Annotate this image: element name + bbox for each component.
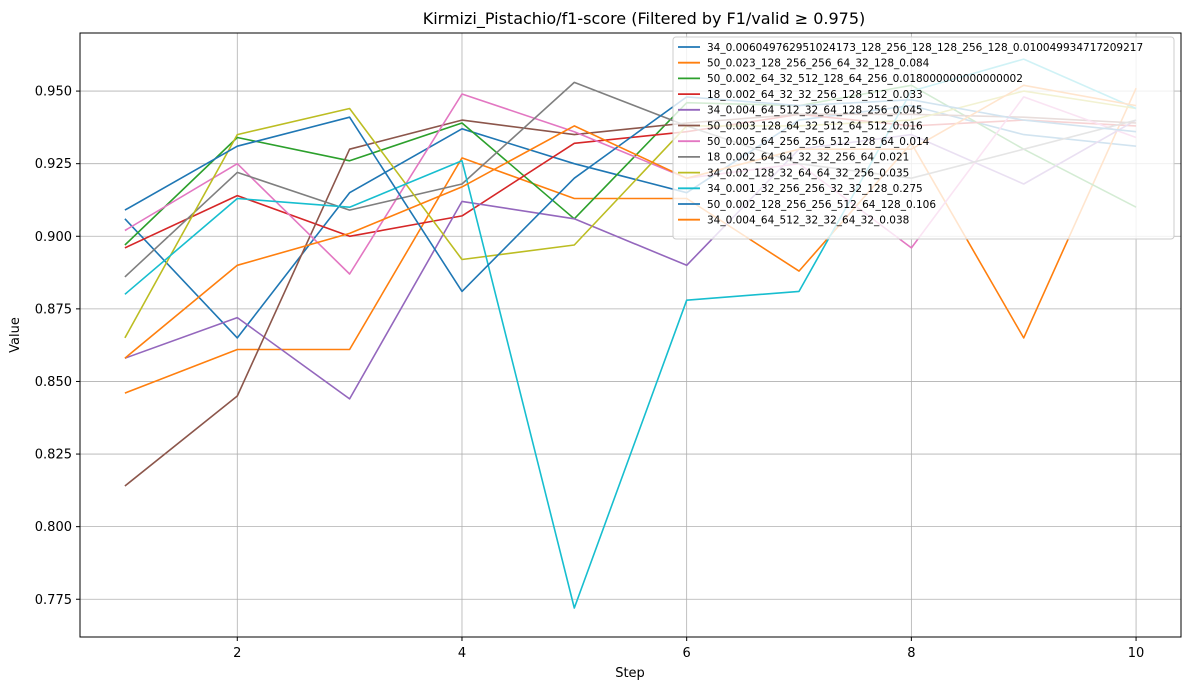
legend-entry: 18_0.002_64_64_32_32_256_64_0.021 [707, 152, 909, 164]
legend-entry: 50_0.003_128_64_32_512_64_512_0.016 [707, 120, 923, 132]
y-tick-label: 0.850 [35, 375, 72, 390]
legend-entry: 18_0.002_64_32_32_256_128_512_0.033 [707, 89, 923, 101]
x-axis-ticks: 2 4 6 8 10 [233, 637, 1144, 661]
series-line-2 [124, 87, 1137, 394]
x-tick-label: 2 [233, 646, 241, 661]
legend: 34_0.006049762951024173_128_256_128_128_… [672, 36, 1175, 240]
legend-entry: 34_0.004_64_512_32_32_64_32_0.038 [707, 215, 909, 227]
legend-entry: 34_0.001_32_256_256_32_32_128_0.275 [707, 183, 923, 195]
y-tick-label: 0.950 [35, 85, 72, 100]
y-tick-label: 0.900 [35, 230, 72, 245]
y-tick-label: 0.875 [35, 302, 72, 317]
legend-entry: 34_0.006049762951024173_128_256_128_128_… [707, 42, 1143, 54]
x-tick-label: 6 [683, 646, 691, 661]
legend-entry: 50_0.023_128_256_256_64_32_128_0.084 [707, 58, 930, 70]
y-axis-ticks: 0.775 0.800 0.825 0.850 0.875 0.900 0.925 0.950 [35, 85, 80, 608]
legend-entry: 34_0.02_128_32_64_64_32_256_0.035 [707, 167, 909, 179]
legend-entry: 50_0.002_128_256_256_512_64_128_0.106 [707, 199, 936, 211]
y-tick-label: 0.825 [35, 448, 72, 463]
x-axis-label: Step [615, 666, 645, 681]
legend-box [672, 36, 1175, 240]
legend-entry: 34_0.004_64_512_32_64_128_256_0.045 [707, 105, 923, 117]
legend-entry: 50_0.002_64_32_512_128_64_256_0.01800000… [707, 73, 1023, 85]
x-tick-label: 10 [1128, 646, 1145, 661]
y-axis-label: Value [8, 317, 23, 353]
y-tick-label: 0.925 [35, 157, 72, 172]
plot-frame [79, 32, 1182, 638]
x-tick-label: 4 [458, 646, 466, 661]
legend-entry: 50_0.005_64_256_256_512_128_64_0.014 [707, 136, 930, 148]
chart-title: Kirmizi_Pistachio/f1-score (Filtered by … [423, 9, 866, 29]
y-tick-label: 0.800 [35, 520, 72, 535]
x-tick-label: 8 [907, 646, 915, 661]
y-tick-label: 0.775 [35, 593, 72, 608]
